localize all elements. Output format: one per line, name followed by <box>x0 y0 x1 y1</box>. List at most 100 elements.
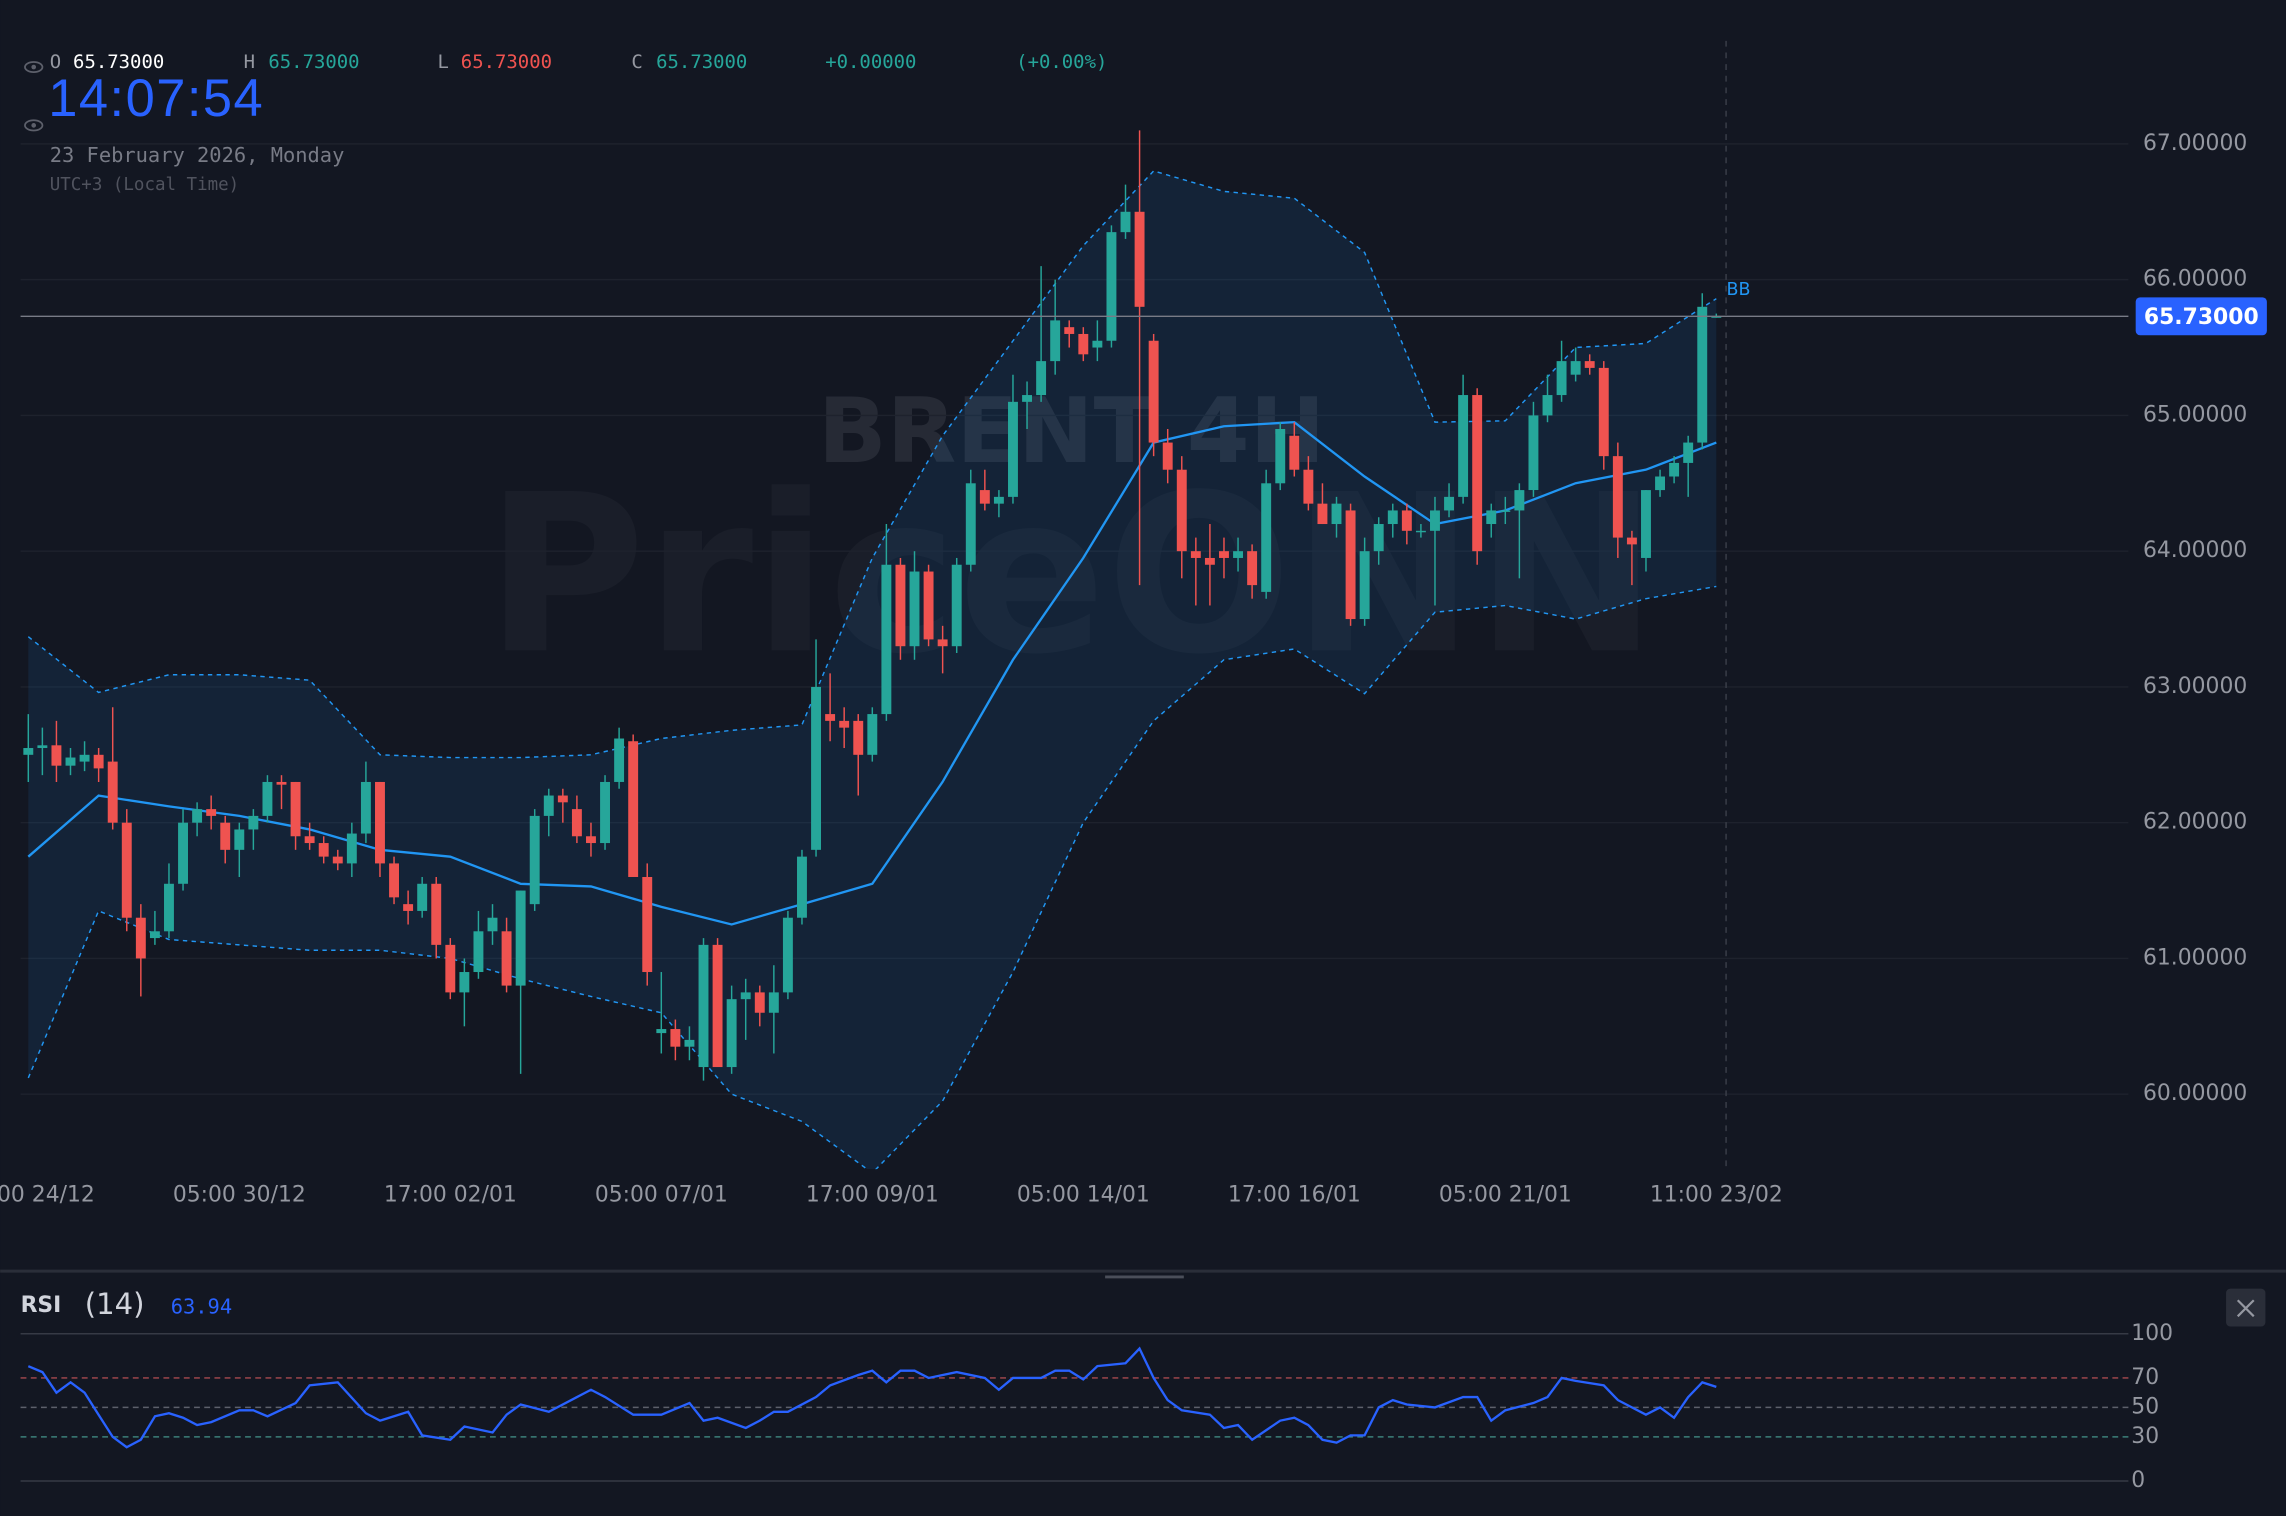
candle-body <box>375 781 385 864</box>
x-tick-label: 05:00 07/01 <box>595 1182 728 1207</box>
candle-body <box>248 815 259 830</box>
candle-body <box>79 754 90 762</box>
candle-body <box>290 781 301 837</box>
candle-body <box>1401 510 1412 531</box>
ohlc-key: H <box>244 51 255 73</box>
ohlc-key: O <box>50 51 61 73</box>
candle-body <box>1317 503 1328 525</box>
candle-body <box>979 490 990 504</box>
candle-body <box>1275 428 1286 484</box>
candle-body <box>276 781 287 785</box>
candle-body <box>346 833 357 864</box>
timezone: UTC+3 (Local Time) <box>50 175 239 195</box>
candle-body <box>993 496 1004 504</box>
candle-body <box>1050 320 1061 362</box>
ohlc-value: 65.73000 <box>73 51 164 73</box>
candle-body <box>951 564 962 647</box>
candle-body <box>1542 395 1553 416</box>
y-tick-label: 30 <box>2131 1424 2159 1449</box>
candle-body <box>1261 483 1272 592</box>
candle-body <box>1022 395 1032 402</box>
candle-body <box>445 944 456 993</box>
candle-body <box>684 1039 695 1047</box>
candle-body <box>1303 469 1314 504</box>
candle-body <box>782 917 793 993</box>
candle-body <box>318 843 329 857</box>
last-price-label: 65.73000 <box>2144 305 2259 330</box>
bb-fill <box>28 170 1717 1170</box>
candle-body <box>656 1029 667 1034</box>
candle-body <box>304 836 315 844</box>
candle-body <box>965 483 976 565</box>
candle-body <box>797 856 807 918</box>
candle-body <box>220 822 231 850</box>
candle-body <box>1584 361 1595 368</box>
candle-body <box>670 1029 681 1047</box>
candle-body <box>149 931 160 939</box>
candle-body <box>234 829 245 850</box>
rsi-pane: 0 30 50 70 100 RSI (14) 63.94 <box>20 1287 2173 1493</box>
candle-body <box>135 917 146 959</box>
y-tick-label: 67.00000 <box>2143 131 2247 156</box>
candle-body <box>768 992 779 1013</box>
ohlc-value: 65.73000 <box>461 51 552 73</box>
candle-body <box>1556 361 1567 396</box>
candle-body <box>1134 211 1145 307</box>
y-tick-label: 50 <box>2131 1394 2159 1419</box>
candle-body <box>192 809 203 823</box>
eye-outline <box>24 61 44 74</box>
candle-body <box>1233 551 1243 558</box>
candle-body <box>740 992 751 1000</box>
candle-body <box>1669 462 1680 477</box>
ohlc-value: 65.73000 <box>656 51 747 73</box>
candle-body <box>1444 496 1454 511</box>
candle-body <box>1008 401 1018 497</box>
candle-body <box>825 714 836 721</box>
candle-body <box>1331 503 1342 525</box>
indicator-label: BB <box>1727 280 1751 300</box>
candle-body <box>614 738 625 782</box>
candle-body <box>1528 415 1539 491</box>
candle-body <box>1219 551 1229 558</box>
y-tick-label: 65.00000 <box>2143 402 2247 427</box>
candle-body <box>23 748 34 755</box>
clock: 14:07:54 <box>48 70 264 128</box>
candle-body <box>754 992 765 1013</box>
ohlc-readout: O 65.73000 H 65.73000 L 65.73000 C 65.73… <box>50 51 1108 73</box>
candle-body <box>1148 340 1159 443</box>
candle-body <box>332 856 343 864</box>
candle-body <box>712 944 723 1068</box>
rsi-value: 63.94 <box>171 1295 232 1319</box>
candle-body <box>937 639 948 647</box>
y-tick-label: 64.00000 <box>2143 538 2247 563</box>
candle-body <box>1514 490 1525 511</box>
candle-body <box>1064 327 1075 334</box>
eye-icon[interactable] <box>24 119 44 132</box>
candle-body <box>1092 340 1103 348</box>
eye-pupil <box>31 64 37 70</box>
candle-body <box>1190 551 1201 558</box>
watermark-symbol: BRENT 4H <box>818 379 1325 484</box>
candle-body <box>642 876 653 973</box>
candle-body <box>726 999 737 1068</box>
candle-body <box>515 890 526 986</box>
candle-body <box>881 564 892 715</box>
grid <box>20 143 2129 1095</box>
candle-body <box>1345 510 1356 620</box>
candle-body <box>1387 510 1398 525</box>
candle-body <box>51 745 62 766</box>
candle-body <box>867 714 878 755</box>
candle-body <box>107 761 118 823</box>
candle-body <box>557 795 568 803</box>
candle-body <box>121 822 132 918</box>
ohlc-key: C <box>631 51 642 73</box>
candle-body <box>895 564 906 647</box>
x-tick-label: 17:00 24/12 <box>0 1182 95 1207</box>
close-button[interactable] <box>2226 1288 2266 1327</box>
eye-icon[interactable] <box>24 61 44 74</box>
watermark: BRENT 4H PriceONN <box>485 379 1658 702</box>
x-tick-label: 05:00 14/01 <box>1017 1182 1150 1207</box>
x-tick-label: 17:00 16/01 <box>1228 1182 1361 1207</box>
candle-body <box>600 781 610 844</box>
